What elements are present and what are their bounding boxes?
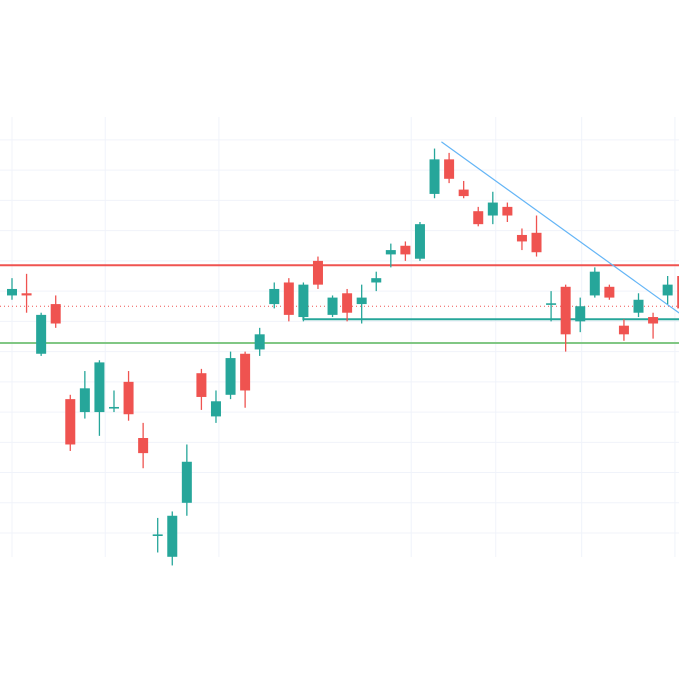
candle-body <box>589 271 600 296</box>
candle-body <box>7 288 17 296</box>
candle-up <box>94 360 105 436</box>
candle-up <box>575 297 586 333</box>
candle-up <box>7 278 17 300</box>
candles <box>7 148 679 566</box>
candle-down <box>400 241 411 261</box>
candle-down <box>50 295 61 328</box>
candle-body <box>575 306 586 322</box>
candle-down <box>342 288 353 322</box>
candle-down <box>502 202 513 222</box>
candle-body <box>385 250 396 255</box>
candle-body <box>181 461 192 503</box>
candle-down <box>312 256 323 289</box>
candle-up <box>108 390 119 413</box>
candle-down <box>648 312 659 339</box>
candle-body <box>414 224 425 259</box>
candle-up <box>356 284 367 324</box>
candle-up <box>633 293 644 318</box>
candle-up <box>298 282 309 322</box>
candle-body <box>327 297 338 315</box>
candle-body <box>356 297 367 305</box>
candle-body <box>458 189 469 197</box>
candle-body <box>473 211 484 225</box>
candle-body <box>138 438 149 454</box>
candle-down <box>458 180 469 199</box>
candle-up <box>167 511 178 566</box>
candle-down <box>138 422 149 469</box>
candle-up <box>414 222 425 261</box>
candle-body <box>400 245 411 255</box>
candle-body <box>210 401 221 417</box>
candle-down <box>516 228 527 251</box>
candle-down <box>473 206 484 227</box>
candle-down <box>21 273 32 313</box>
candle-up <box>385 243 396 268</box>
candle-down <box>240 351 251 408</box>
candle-up <box>546 291 557 322</box>
candle-body <box>50 304 61 324</box>
candle-body <box>108 406 119 409</box>
candle-body <box>633 299 644 313</box>
candle-down <box>560 284 571 352</box>
candle-body <box>342 293 353 313</box>
grid <box>0 117 679 557</box>
candle-body <box>21 293 32 296</box>
candle-body <box>516 234 527 242</box>
candle-up <box>371 271 382 292</box>
candle-body <box>254 334 265 350</box>
candle-up <box>589 267 600 298</box>
candle-up <box>269 282 280 309</box>
candle-body <box>312 260 323 285</box>
candle-body <box>648 317 659 324</box>
candle-body <box>240 353 251 391</box>
candle-up <box>254 327 265 356</box>
candle-body <box>65 399 76 445</box>
candle-up <box>662 276 673 305</box>
candle-up <box>36 312 47 356</box>
candle-body <box>283 282 294 315</box>
candle-down <box>123 371 134 421</box>
candle-body <box>123 381 134 415</box>
candle-up <box>327 295 338 318</box>
candle-body <box>429 159 440 194</box>
candle-body <box>444 159 455 179</box>
candle-down <box>444 152 455 184</box>
candle-body <box>167 515 178 557</box>
candle-body <box>560 286 571 335</box>
candle-body <box>604 286 615 298</box>
candle-up <box>487 191 498 225</box>
candle-body <box>79 388 90 413</box>
candle-body <box>196 373 207 397</box>
candle-body <box>662 284 673 296</box>
candle-down <box>604 284 615 300</box>
candle-body <box>36 314 47 354</box>
candle-down <box>677 276 679 309</box>
candle-body <box>371 278 382 283</box>
candle-up <box>429 148 440 199</box>
candle-body <box>618 325 629 335</box>
candle-body <box>152 534 163 536</box>
candle-body <box>298 284 309 318</box>
candle-body <box>94 362 105 413</box>
candle-up <box>210 390 221 423</box>
trend-line <box>441 141 679 314</box>
candle-body <box>531 232 542 253</box>
candle-down <box>618 319 629 341</box>
candle-body <box>487 202 498 216</box>
candle-body <box>546 303 557 305</box>
candle-up <box>79 371 90 419</box>
candle-down <box>196 368 207 410</box>
candle-up <box>225 351 236 400</box>
candle-up <box>152 517 163 553</box>
candle-body <box>269 288 280 305</box>
candle-up <box>181 444 192 516</box>
candle-body <box>677 276 679 309</box>
candle-down <box>283 278 294 322</box>
candle-down <box>531 215 542 257</box>
candle-body <box>225 358 236 395</box>
candle-down <box>65 394 76 451</box>
candle-body <box>502 206 513 216</box>
